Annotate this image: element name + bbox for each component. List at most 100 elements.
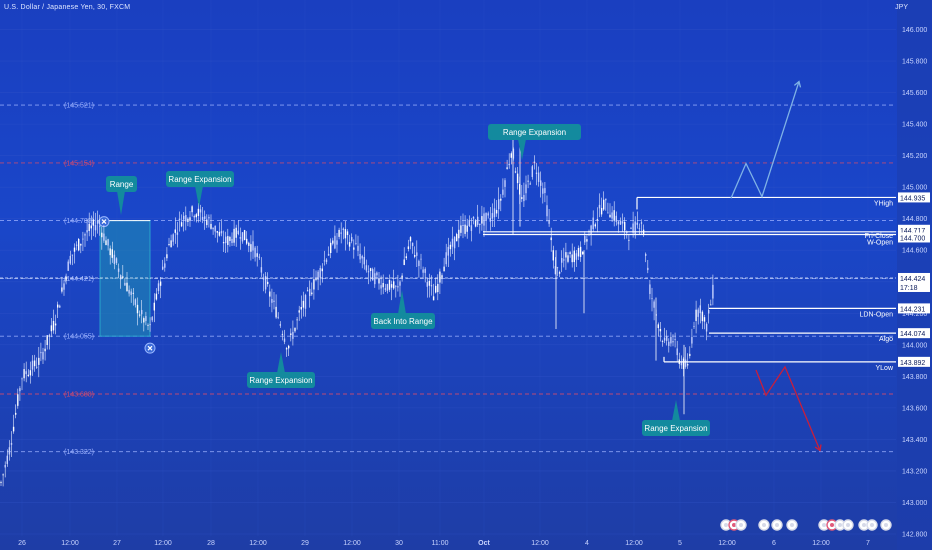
- key-level-line[interactable]: Algo: [709, 332, 896, 343]
- candle: [456, 232, 458, 242]
- economic-event-icon[interactable]: [771, 519, 783, 531]
- candle: [214, 225, 216, 238]
- candle-body: [552, 250, 554, 261]
- callout-label[interactable]: Back Into Range: [371, 290, 435, 329]
- candle: [199, 204, 202, 222]
- callouts[interactable]: Range Range Expansion Range Expansion Back …: [106, 124, 710, 436]
- candle: [466, 218, 468, 239]
- candle-body: [113, 254, 116, 265]
- candle-body: [201, 216, 204, 220]
- candle: [378, 271, 380, 290]
- price-tag[interactable]: 144.700: [898, 232, 930, 243]
- candle-body: [250, 244, 252, 252]
- candle-body: [397, 286, 399, 288]
- price-tag[interactable]: 144.717: [898, 224, 930, 235]
- candle-body: [437, 283, 439, 293]
- candle: [304, 293, 307, 317]
- candle: [6, 449, 8, 467]
- callout-label[interactable]: Range Expansion: [166, 171, 234, 207]
- candle-body: [254, 247, 256, 258]
- candle-body: [330, 242, 332, 253]
- price-tick-label: 143.000: [902, 500, 927, 507]
- price-tag[interactable]: 144.231: [898, 303, 930, 314]
- candle: [432, 283, 435, 301]
- candle: [500, 194, 502, 212]
- candle: [710, 299, 712, 306]
- candle: [141, 300, 143, 324]
- candle: [624, 217, 626, 240]
- event-icon-inner: [870, 523, 874, 527]
- callout-label[interactable]: Range Expansion: [247, 352, 315, 388]
- candle-body: [130, 291, 132, 295]
- candle-body: [12, 426, 15, 432]
- key-level-line[interactable]: Fri-Close: [483, 231, 896, 240]
- candle-body: [374, 273, 376, 285]
- callout-label[interactable]: Range Expansion: [488, 124, 581, 160]
- candle-body: [472, 217, 475, 219]
- candle-body: [52, 320, 55, 331]
- time-axis[interactable]: 26 12:00 27 12:00 28 12:00 29 12:00 30 11:00 Oct 12…: [18, 540, 870, 547]
- candle: [449, 241, 452, 257]
- economic-event-icon[interactable]: [818, 519, 830, 531]
- candle-body: [611, 212, 613, 219]
- candle-body: [390, 284, 393, 288]
- projection-paths[interactable]: [730, 80, 822, 452]
- candle-body: [512, 148, 515, 159]
- economic-event-icon[interactable]: [735, 519, 747, 531]
- candle-body: [220, 230, 223, 234]
- key-level-line[interactable]: YHigh: [636, 196, 896, 210]
- price-tag[interactable]: 144.935: [898, 192, 930, 203]
- candle-body: [428, 280, 431, 286]
- projection-down[interactable]: [755, 365, 822, 452]
- candle-body: [621, 221, 624, 224]
- price-tag[interactable]: 144.074: [898, 328, 930, 339]
- candle: [296, 317, 298, 330]
- range-handle-icon[interactable]: [144, 342, 156, 354]
- candle: [109, 245, 111, 265]
- candle-body: [674, 339, 676, 340]
- economic-event-icon[interactable]: [786, 519, 798, 531]
- candle-body: [592, 217, 594, 230]
- candle: [73, 243, 76, 264]
- candle: [239, 227, 242, 250]
- current-price-tag[interactable]: 144.424 17:18: [898, 272, 930, 292]
- candle: [84, 232, 86, 247]
- candle: [178, 211, 181, 232]
- key-level-line[interactable]: W-Open: [483, 233, 896, 246]
- candle: [105, 236, 107, 246]
- price-tag[interactable]: 143.892: [898, 356, 930, 367]
- candle: [8, 440, 11, 461]
- callout-label[interactable]: Range Expansion: [642, 400, 710, 436]
- candle: [588, 229, 590, 237]
- price-tag-value: 144.074: [900, 331, 925, 338]
- key-level-line[interactable]: LDN-Open: [709, 307, 896, 318]
- candle: [653, 299, 655, 321]
- economic-event-icon[interactable]: [758, 519, 770, 531]
- candle-body: [170, 240, 172, 248]
- projection-up[interactable]: [730, 80, 802, 199]
- candle-body: [214, 225, 216, 232]
- candle-body: [275, 306, 277, 318]
- event-icons[interactable]: [720, 519, 892, 531]
- candle-body: [710, 304, 712, 306]
- symbol-title[interactable]: U.S. Dollar / Japanese Yen, 30, FXCM: [4, 4, 131, 11]
- economic-event-icon[interactable]: [880, 519, 892, 531]
- candle-body: [183, 215, 185, 220]
- candle: [630, 226, 632, 230]
- candle: [174, 217, 176, 244]
- candle: [556, 266, 559, 277]
- candle: [525, 175, 527, 201]
- candle-body: [523, 195, 525, 202]
- economic-event-icon[interactable]: [842, 519, 854, 531]
- candle: [115, 257, 118, 265]
- candle-body: [561, 258, 563, 263]
- candle: [235, 224, 237, 247]
- economic-event-icon[interactable]: [866, 519, 878, 531]
- key-level-line[interactable]: YLow: [663, 356, 896, 372]
- candle: [659, 321, 662, 342]
- candle-body: [99, 225, 101, 227]
- callout-label[interactable]: Range: [106, 176, 137, 215]
